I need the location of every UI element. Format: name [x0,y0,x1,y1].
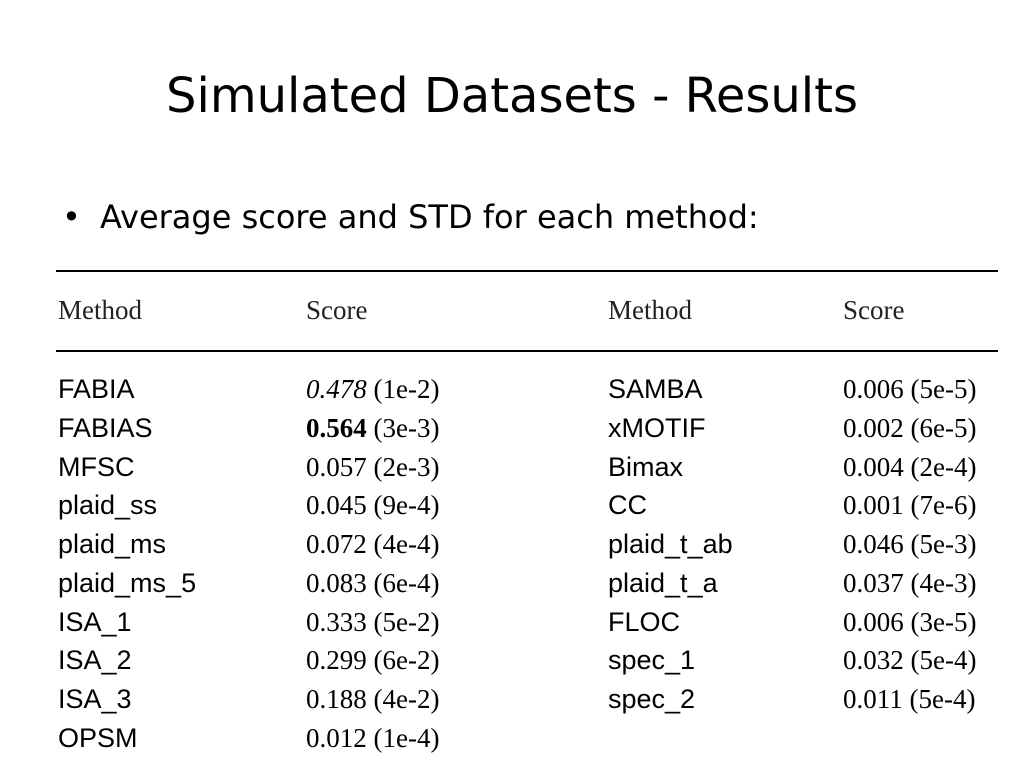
score-value: 0.045 [306,490,367,521]
method-cell-left: ISA_1 [58,606,132,637]
score-cell-right: 0.004 (2e-4) [843,450,976,484]
score-value: 0.001 [843,490,904,521]
table-header-rule [56,350,998,352]
score-cell-right: 0.001 (7e-6) [843,488,976,522]
score-cell-left: 0.478 (1e-2) [306,372,439,406]
score-value: 0.333 [306,606,367,637]
header-method-left: Method [58,295,142,325]
method-cell-right: xMOTIF [608,412,706,443]
method-cell-left: OPSM [58,722,138,753]
method-cell-left: MFSC [58,451,135,482]
score-std: (5e-5) [910,374,977,404]
score-std: (4e-3) [910,567,977,598]
score-cell-left: 0.012 (1e-4) [306,721,439,755]
score-cell-right: 0.006 (5e-5) [843,372,976,406]
bullet-item: • Average score and STD for each method: [62,194,759,240]
score-std: (7e-6) [910,490,977,521]
method-cell-right: SAMBA [608,374,703,404]
score-cell-left: 0.057 (2e-3) [306,450,439,484]
score-std: (6e-2) [373,645,440,676]
score-value: 0.004 [843,451,904,482]
method-cell-left: plaid_ms [58,529,167,559]
score-value: 0.037 [843,567,904,598]
score-value: 0.083 [306,567,367,598]
table-top-rule [56,270,998,272]
score-cell-left: 0.299 (6e-2) [306,643,439,677]
score-cell-left: 0.083 (6e-4) [306,566,439,600]
score-value: 0.002 [843,412,904,443]
method-cell-left: ISA_2 [58,645,132,676]
method-cell-right: plaid_t_a [608,567,718,598]
score-std: (2e-3) [373,451,440,482]
method-cell-right: spec_2 [608,684,696,714]
score-std: (4e-4) [373,529,440,559]
method-cell-left: FABIAS [58,412,153,443]
score-value: 0.006 [843,606,904,637]
slide-title: Simulated Datasets - Results [166,68,858,124]
score-std: (5e-2) [373,606,440,637]
score-std: (4e-2) [373,684,440,714]
score-std: (5e-4) [909,684,976,714]
score-value: 0.057 [306,451,367,482]
bullet-text: Average score and STD for each method: [100,198,759,236]
score-value: 0.006 [843,374,904,404]
score-cell-right: 0.037 (4e-3) [843,566,976,600]
header-method-right: Method [608,295,692,325]
score-std: (3e-3) [373,412,440,443]
score-std: (2e-4) [910,451,977,482]
score-std: (5e-4) [910,645,977,676]
score-value: 0.299 [306,645,367,676]
score-value: 0.012 [306,722,367,753]
method-cell-left: plaid_ss [58,490,158,521]
score-value: 0.478 [306,374,367,404]
score-std: (6e-5) [910,412,977,443]
score-std: (1e-4) [373,722,440,753]
header-score-right: Score [843,295,905,325]
score-value: 0.011 [843,684,903,714]
method-cell-left: FABIA [58,374,135,404]
score-std: (3e-5) [910,606,977,637]
score-std: (5e-3) [910,529,977,559]
method-cell-right: FLOC [608,606,681,637]
score-cell-right: 0.032 (5e-4) [843,643,976,677]
score-cell-left: 0.564 (3e-3) [306,411,439,445]
score-cell-right: 0.011 (5e-4) [843,682,975,716]
method-cell-right: plaid_t_ab [608,529,733,559]
method-cell-left: plaid_ms_5 [58,567,197,598]
method-cell-right: Bimax [608,451,684,482]
score-cell-left: 0.045 (9e-4) [306,488,439,522]
bullet-glyph: • [62,198,81,236]
score-std: (1e-2) [373,374,440,404]
score-value: 0.046 [843,529,904,559]
score-std: (9e-4) [373,490,440,521]
score-value: 0.564 [306,412,367,443]
score-value: 0.072 [306,529,367,559]
score-cell-left: 0.333 (5e-2) [306,605,439,639]
method-cell-right: CC [608,490,647,521]
score-cell-left: 0.072 (4e-4) [306,527,439,561]
score-value: 0.188 [306,684,367,714]
score-cell-right: 0.046 (5e-3) [843,527,976,561]
score-cell-right: 0.006 (3e-5) [843,605,976,639]
header-score-left: Score [306,295,368,325]
method-cell-right: spec_1 [608,645,696,676]
score-value: 0.032 [843,645,904,676]
method-cell-left: ISA_3 [58,684,132,714]
score-std: (6e-4) [373,567,440,598]
score-cell-right: 0.002 (6e-5) [843,411,976,445]
score-cell-left: 0.188 (4e-2) [306,682,439,716]
